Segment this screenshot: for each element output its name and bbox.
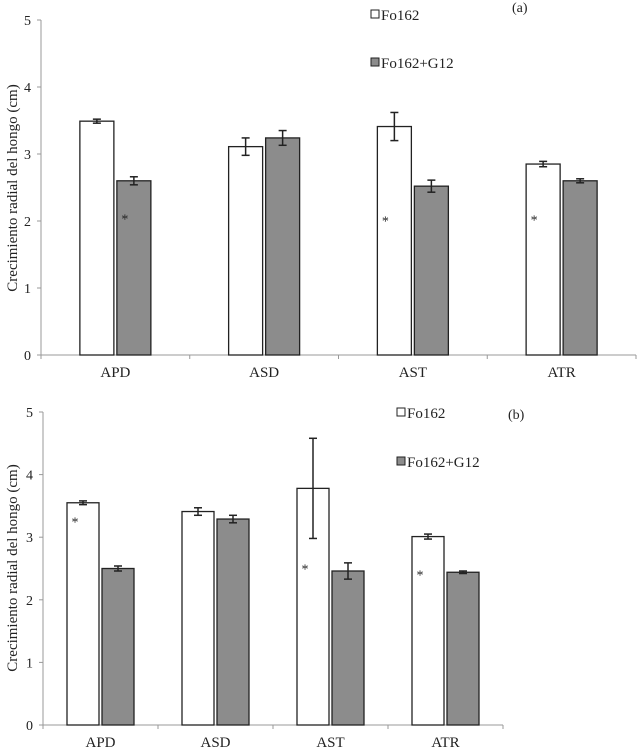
legend-label: Fo162	[407, 406, 445, 422]
bar-Fo162-ATR	[411, 535, 445, 726]
y-tick-label: 2	[24, 215, 31, 230]
x-tick-label: ASD	[249, 365, 279, 381]
y-tick-label: 0	[24, 349, 31, 364]
x-tick-label: APD	[85, 735, 115, 749]
chart-panel-a: 0 1 2 3 4 5 APD ASD AST ATR Crecimiento radial del…	[5, 1, 637, 381]
bar-Fo162+G12-ASD	[216, 518, 250, 726]
bar-Fo162-ASD	[181, 510, 215, 726]
bar-Fo162+G12-ATR	[562, 180, 598, 356]
y-tick-label: 4	[24, 81, 31, 96]
y-tick-label: 0	[26, 719, 33, 734]
panel-label: (b)	[508, 408, 525, 423]
x-tick-label: ATR	[547, 365, 575, 381]
y-tick-label: 3	[24, 148, 31, 163]
legend-label: Fo162+G12	[407, 455, 480, 471]
x-tick-label: ASD	[200, 735, 230, 749]
bar-Fo162-ASD	[227, 145, 264, 356]
y-tick-label: 1	[24, 282, 31, 297]
y-axis-label: Crecimiento radial del hongo (cm)	[5, 84, 21, 291]
panel-label: (a)	[512, 1, 528, 16]
y-tick-label: 3	[26, 531, 33, 546]
legend-swatch	[396, 456, 406, 466]
y-tick-label: 1	[26, 656, 33, 671]
y-tick-label: 2	[26, 594, 33, 609]
bar-Fo162+G12-APD	[116, 180, 152, 356]
bar-Fo162+G12-ATR	[446, 571, 480, 726]
bar-Fo162-AST	[376, 125, 413, 356]
legend-swatch	[370, 9, 380, 19]
bar-Fo162+G12-AST	[413, 185, 450, 356]
significance-asterisk: *	[382, 215, 389, 230]
y-tick-label: 5	[26, 406, 33, 421]
x-tick-label: ATR	[431, 735, 459, 749]
bar-Fo162+G12-AST	[331, 570, 365, 726]
significance-asterisk: *	[72, 515, 79, 530]
significance-asterisk: *	[121, 213, 128, 228]
significance-asterisk: *	[531, 213, 538, 228]
significance-asterisk: *	[417, 569, 424, 584]
y-axis-label: Crecimiento radial del hongo (cm)	[5, 464, 21, 671]
legend-label: Fo162+G12	[381, 56, 454, 72]
legend-label: Fo162	[381, 8, 419, 24]
x-tick-label: AST	[316, 735, 344, 749]
y-tick-label: 4	[26, 469, 33, 484]
chart-panel-b: 0 1 2 3 4 5 APD ASD AST ATR Crecimiento radial del…	[5, 406, 525, 749]
bar-Fo162-APD	[79, 120, 115, 356]
significance-asterisk: *	[302, 562, 309, 577]
bar-Fo162+G12-APD	[101, 567, 135, 726]
bar-Fo162+G12-ASD	[264, 137, 301, 356]
x-tick-label: APD	[100, 365, 130, 381]
legend-swatch	[370, 57, 380, 67]
bar-Fo162-ATR	[525, 163, 561, 356]
bar-Fo162-APD	[66, 502, 100, 726]
legend-swatch	[396, 407, 406, 417]
x-tick-label: AST	[399, 365, 427, 381]
y-tick-label: 5	[24, 14, 31, 29]
